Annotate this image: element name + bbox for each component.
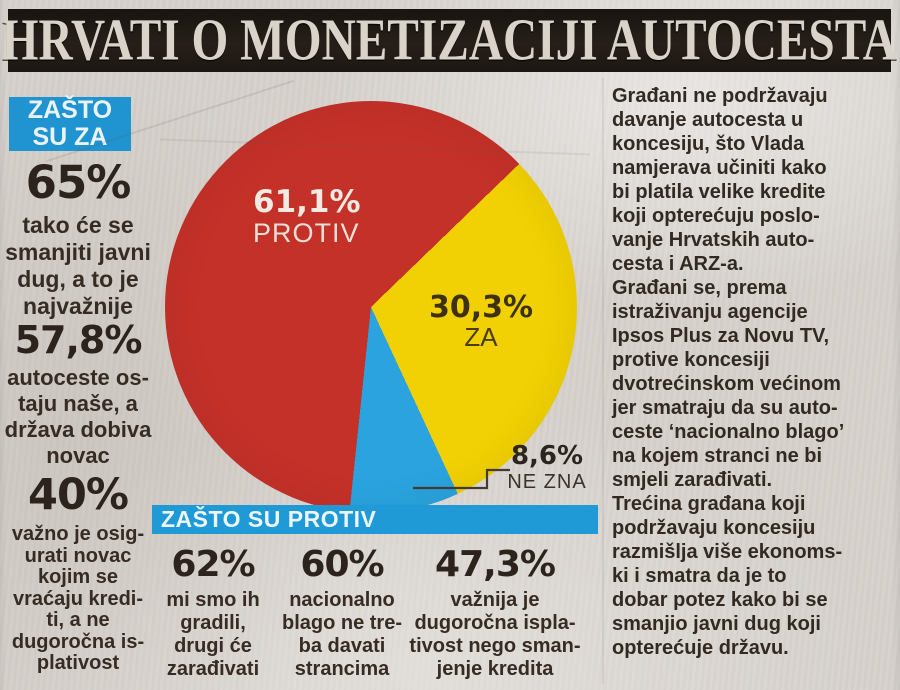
pie-value-za: 30,3% — [428, 290, 534, 325]
article-paragraph-3: Trećina građana koji podržavaju koncesij… — [612, 493, 843, 659]
for-stat-1-value: 65% — [25, 156, 132, 209]
for-stat-3-value: 40% — [28, 470, 129, 520]
against-stat-1-text: mi smo ih gradili, drugi će zarađivati — [166, 589, 260, 680]
article-text-column: Građani ne podržavaju davanje autocesta … — [612, 84, 894, 660]
pie-value-protiv: 61,1% — [253, 184, 361, 220]
pie-chart — [165, 101, 577, 513]
against-stat-2-text: nacionalno blago ne tre- ba davati stran… — [281, 589, 402, 680]
for-stat-1: 65% tako će se smanjiti javni dug, a to … — [0, 156, 156, 320]
article-paragraph-1: Građani ne podržavaju davanje autocesta … — [612, 85, 828, 275]
against-stat-2: 60% nacionalno blago ne tre- ba davati s… — [278, 544, 406, 681]
headline-banner: HRVATI O MONETIZACIJI AUTOCESTA — [2, 8, 897, 74]
pie-label-protiv: 61,1% PROTIV — [253, 184, 361, 249]
pie-label-nezna: 8,6% NE ZNA — [503, 441, 591, 494]
for-stat-1-text: tako će se smanjiti javni dug, a to je n… — [5, 212, 151, 319]
against-stat-3-text: važnija je dugoročna ispla- tivost nego … — [409, 589, 581, 680]
paper-crease-vertical — [602, 78, 604, 684]
for-stat-2-text: autoceste os- taju naše, a država dobiva… — [4, 365, 152, 468]
for-stat-3-text: važno je osig- urati novac kojim se vrać… — [11, 523, 145, 674]
article-paragraph-2: Građani se, prema istraživanju agencije … — [612, 277, 845, 491]
pie-label-za: 30,3% ZA — [428, 290, 534, 353]
against-stat-2-value: 60% — [300, 544, 384, 585]
pie-value-nezna: 8,6% — [510, 441, 584, 471]
why-against-header: ZAŠTO SU PROTIV — [152, 505, 598, 534]
for-stat-2: 57,8% autoceste os- taju naše, a država … — [0, 318, 156, 469]
against-stat-3: 47,3% važnija je dugoročna ispla- tivost… — [406, 544, 584, 681]
against-stat-1: 62% mi smo ih gradili, drugi će zarađiva… — [148, 544, 278, 681]
for-stat-2-value: 57,8% — [14, 318, 143, 362]
headline-title: HRVATI O MONETIZACIJI AUTOCESTA — [1, 7, 898, 74]
pie-name-nezna: NE ZNA — [507, 471, 587, 493]
against-stat-3-value: 47,3% — [435, 544, 556, 585]
against-stat-1-value: 62% — [171, 544, 255, 585]
for-stat-3: 40% važno je osig- urati novac kojim se … — [0, 470, 156, 675]
pie-name-protiv: PROTIV — [253, 218, 360, 248]
why-for-header: ZAŠTO SU ZA — [9, 97, 131, 151]
pie-name-za: ZA — [464, 322, 498, 352]
